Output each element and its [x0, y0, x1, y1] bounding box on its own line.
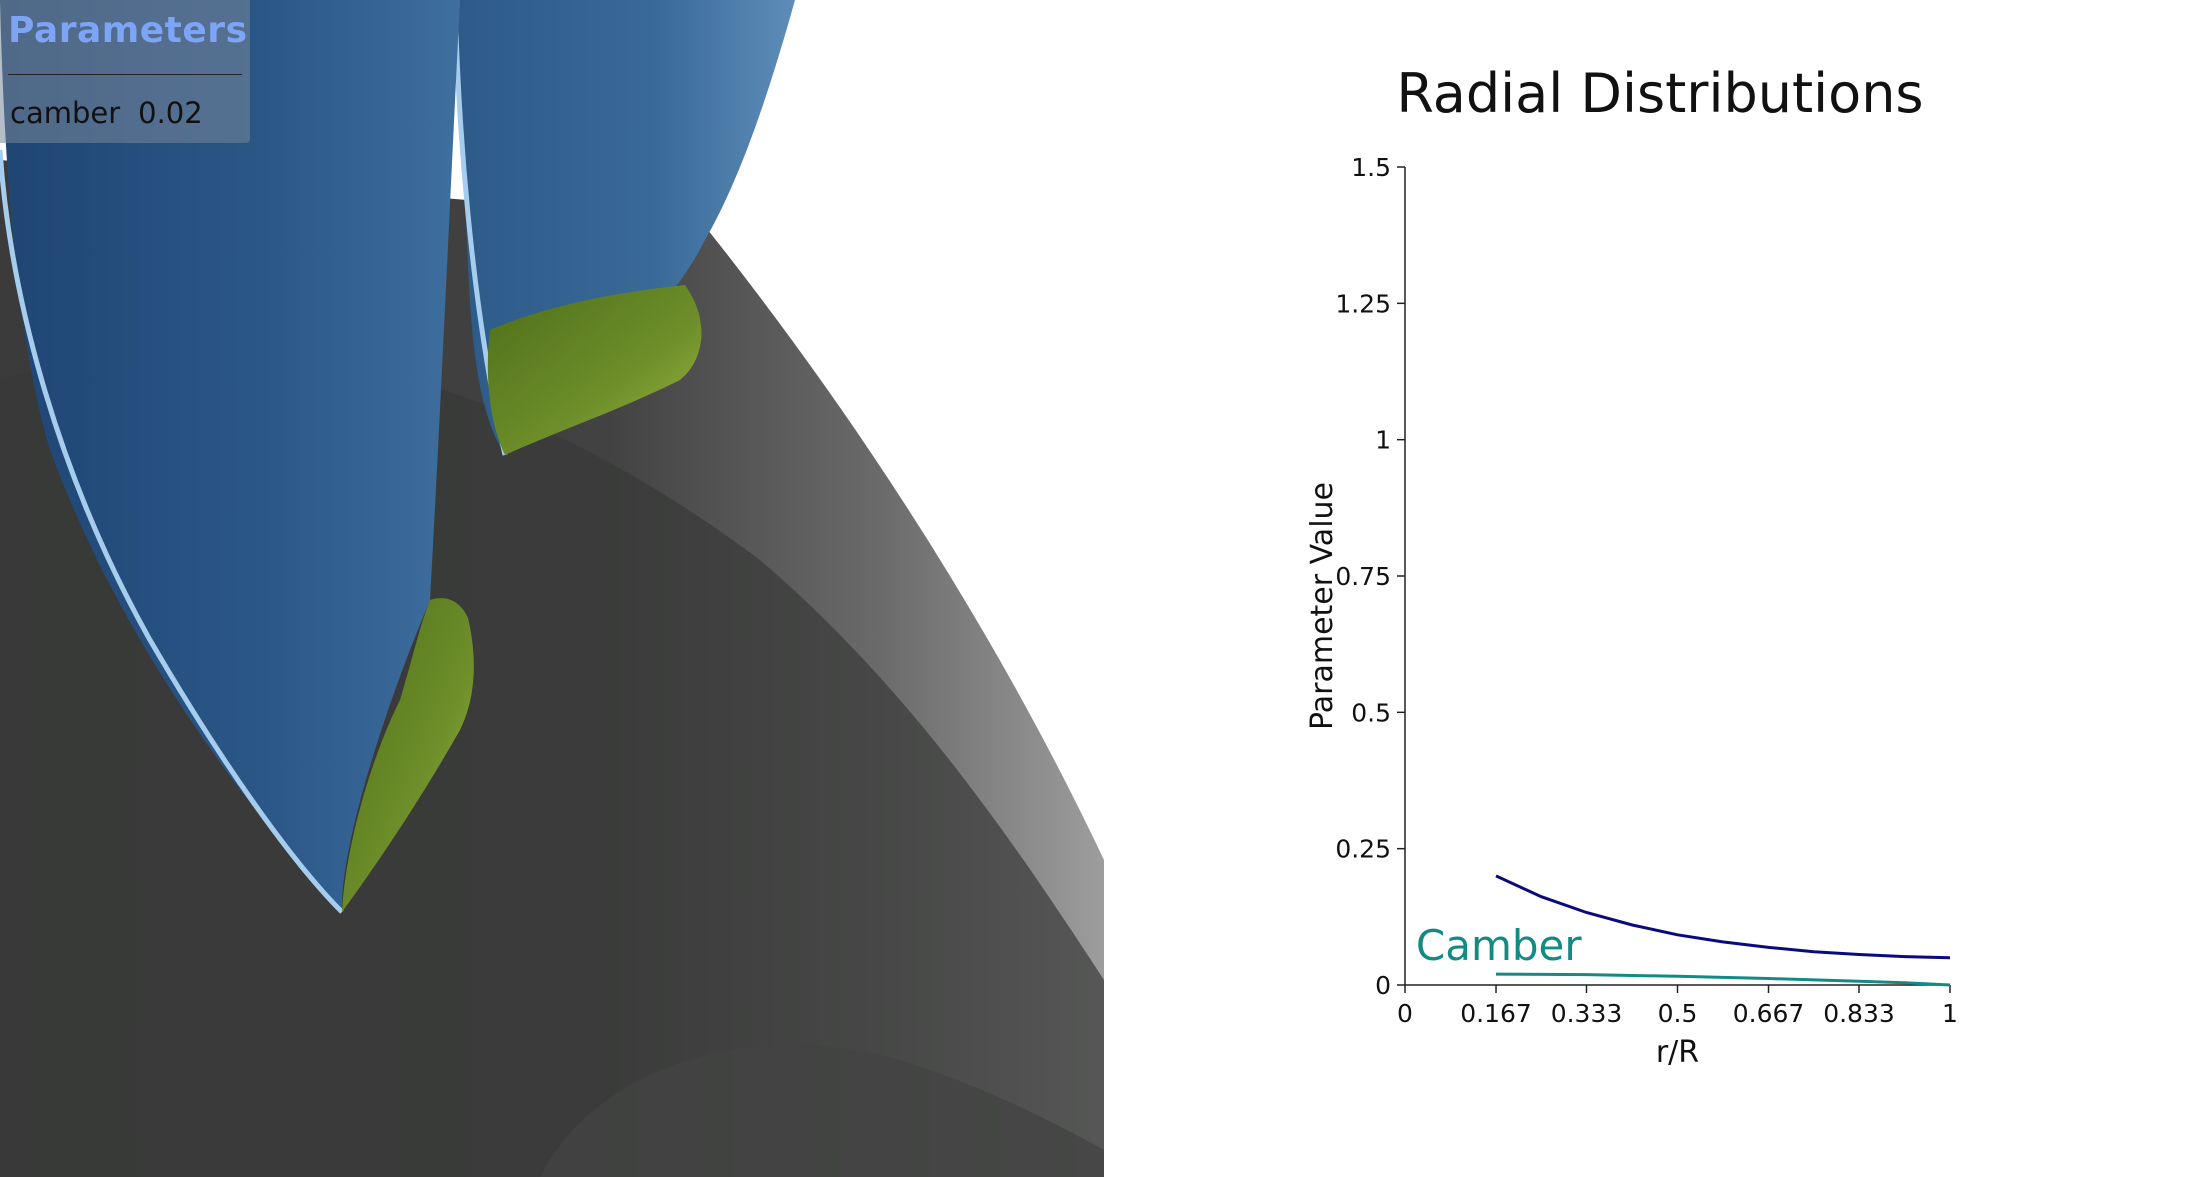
- chart-title: Radial Distributions: [1396, 62, 1924, 125]
- labels-layer: r/R Parameter Value Camber: [1305, 482, 1699, 1070]
- tip-front: [342, 598, 474, 912]
- x-axis-label: r/R: [1656, 1035, 1699, 1070]
- series-line-1: [1495, 874, 1951, 960]
- x-tick-label: 0.833: [1823, 999, 1895, 1028]
- x-tick-label: 0: [1397, 999, 1413, 1028]
- parameters-panel: Parameters camber 0.02: [0, 0, 250, 143]
- y-tick-label: 0.75: [1335, 562, 1391, 591]
- y-tick-label: 1.5: [1351, 153, 1391, 182]
- blade-front: [0, 0, 460, 912]
- propeller-3d-viewport[interactable]: Parameters camber 0.02: [0, 0, 1104, 1177]
- x-tick-label: 0.333: [1551, 999, 1623, 1028]
- y-tick-label: 0: [1375, 971, 1391, 1000]
- x-tick-label: 1: [1942, 999, 1958, 1028]
- y-axis-label: Parameter Value: [1305, 482, 1340, 730]
- hub-shade-band-2: [540, 1044, 1104, 1177]
- axes-layer: [1404, 167, 1950, 986]
- parameters-panel-divider: [8, 74, 242, 75]
- ticks-layer: 0 0.167 0.333 0.5 0.667 0.833 1 0 0.25 0.5 0.75 1 1.…: [1335, 153, 1958, 1028]
- y-tick-label: 1: [1375, 426, 1391, 455]
- y-tick-label: 1.25: [1335, 289, 1391, 318]
- tip-back: [487, 285, 702, 455]
- parameter-name: camber: [10, 96, 121, 130]
- x-tick-label: 0.667: [1733, 999, 1805, 1028]
- series-label-camber: Camber: [1416, 921, 1582, 970]
- radial-distributions-chart: 0 0.167 0.333 0.5 0.667 0.833 1 0 0.25 0.5 0.75 1 1.…: [1305, 153, 1958, 1070]
- series-layer: [1495, 874, 1951, 987]
- propeller-render: [0, 0, 1104, 1177]
- parameter-row-camber[interactable]: camber 0.02: [10, 96, 203, 130]
- y-tick-label: 0.5: [1351, 698, 1391, 727]
- x-tick-label: 0.5: [1658, 999, 1698, 1028]
- x-tick-label: 0.167: [1460, 999, 1532, 1028]
- parameter-value: 0.02: [138, 96, 203, 130]
- blade-front-edge: [0, 149, 344, 914]
- series-line-2: [1495, 972, 1951, 987]
- parameters-panel-title: Parameters: [8, 10, 248, 51]
- y-tick-label: 0.25: [1335, 835, 1391, 864]
